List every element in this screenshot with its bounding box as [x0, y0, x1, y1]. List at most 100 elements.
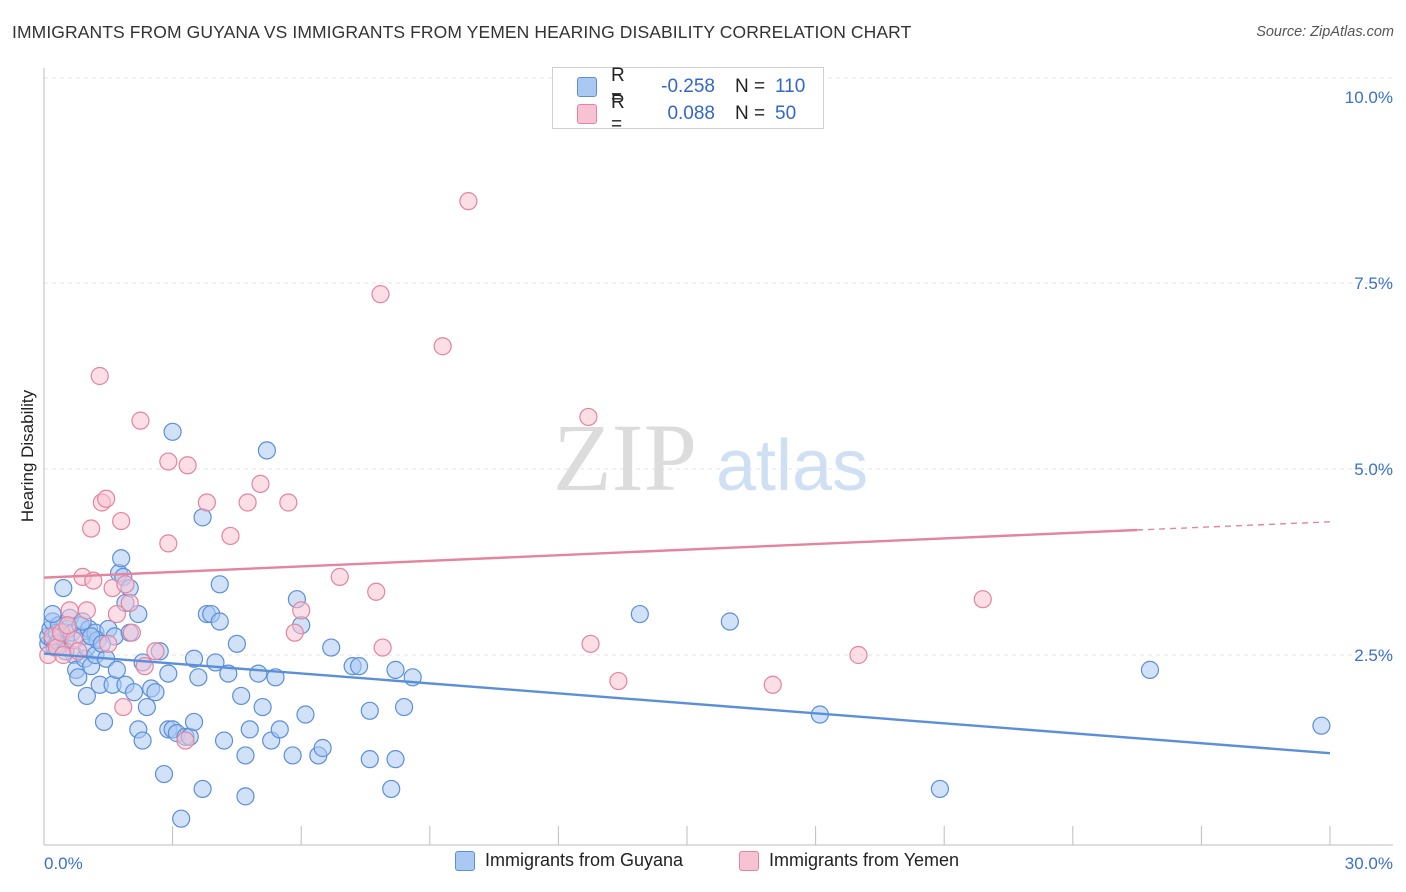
guyana-point [630, 604, 649, 624]
watermark: ZIP atlas [553, 404, 868, 511]
yemen-point [114, 697, 133, 717]
guyana-point [1140, 660, 1160, 679]
guyana-point [236, 746, 255, 765]
yemen-point [178, 456, 197, 475]
n-label: N = [735, 103, 766, 124]
yemen-swatch [577, 104, 597, 124]
guyana-point [54, 578, 73, 598]
legend-swatch-guyana [455, 850, 475, 871]
guyana-point [360, 750, 379, 769]
guyana-point [193, 779, 212, 799]
guyana-point [210, 612, 229, 631]
yemen-point [60, 601, 79, 620]
yemen-point [82, 519, 101, 538]
yemen-point [292, 601, 311, 620]
guyana-point [270, 720, 289, 739]
yemen-n-value: 50 [775, 103, 797, 124]
guyana-point [137, 697, 156, 717]
yemen-point [579, 407, 598, 427]
yemen-point [77, 601, 96, 620]
yemen-point [433, 337, 452, 356]
yemen-point [285, 623, 304, 642]
guyana-point [172, 809, 191, 828]
guyana-point [214, 731, 234, 750]
yemen-trend-extension [1137, 521, 1331, 531]
guyana-point [349, 657, 369, 676]
n-label: N = [735, 76, 766, 97]
guyana-swatch [577, 77, 597, 97]
guyana-point [189, 668, 208, 687]
guyana-point [232, 686, 251, 706]
yemen-point [763, 675, 782, 694]
yemen-point [176, 731, 195, 750]
guyana-point [236, 787, 255, 806]
yemen-point [581, 634, 600, 653]
guyana-point [1312, 716, 1331, 735]
r-label: R = [611, 92, 625, 135]
guyana-point [322, 638, 341, 657]
yemen-point [197, 493, 216, 512]
y-tick-label: 7.5% [1354, 274, 1393, 293]
guyana-point [386, 660, 405, 679]
guyana-point [930, 779, 950, 799]
y-tick-label: 10.0% [1345, 88, 1393, 107]
guyana-point [124, 683, 144, 702]
guyana-point [77, 686, 96, 706]
y-tick-label: 5.0% [1354, 460, 1393, 479]
yemen-point [120, 593, 139, 613]
y-tick-label: 2.5% [1354, 646, 1393, 665]
yemen-point [371, 285, 390, 304]
yemen-point [221, 526, 240, 546]
yemen-point [112, 511, 131, 531]
guyana-point [43, 604, 62, 624]
guyana-point [253, 697, 272, 717]
guyana-point [159, 664, 178, 683]
guyana-point [184, 649, 204, 668]
yemen-point [373, 638, 392, 657]
guyana-point [394, 697, 414, 717]
chart-title: IMMIGRANTS FROM GUYANA VS IMMIGRANTS FRO… [12, 22, 912, 42]
legend-item-yemen[interactable]: Immigrants from Yemen [739, 850, 959, 871]
series-yemen-points [39, 192, 992, 750]
yemen-point [238, 493, 257, 512]
yemen-point [58, 616, 77, 635]
legend-item-guyana[interactable]: Immigrants from Guyana [455, 850, 683, 871]
guyana-point [154, 764, 174, 784]
legend-swatch-yemen [739, 850, 759, 871]
stats-row-yemen: R = 0.088 N = 50 [577, 92, 797, 135]
guyana-point [249, 664, 268, 683]
yemen-point [90, 366, 109, 386]
guyana-point [133, 731, 152, 750]
guyana-point [257, 441, 277, 460]
guyana-point [210, 575, 229, 594]
guyana-point [94, 712, 114, 732]
guyana-point [266, 668, 285, 687]
yemen-point [367, 582, 386, 601]
x-tick-label-min: 0.0% [44, 854, 83, 873]
yemen-point [116, 575, 135, 594]
guyana-point [163, 422, 182, 441]
yemen-point [107, 604, 126, 624]
legend-label-guyana: Immigrants from Guyana [485, 850, 684, 870]
bottom-legend: Immigrants from Guyana Immigrants from Y… [0, 850, 1406, 880]
yemen-point [122, 623, 141, 642]
yemen-trend-line [43, 528, 1138, 579]
yemen-point [330, 567, 349, 586]
guyana-point [283, 746, 302, 765]
watermark-zip: ZIP [553, 404, 697, 511]
source-label: Source: ZipAtlas.com [1256, 24, 1394, 40]
stats-row-guyana: R = -0.258 N = 110 [577, 65, 805, 108]
guyana-point [219, 664, 238, 683]
guyana-point [720, 612, 739, 631]
guyana-point [112, 549, 131, 568]
yemen-point [146, 642, 165, 661]
guyana-point [107, 660, 126, 679]
yemen-point [159, 452, 178, 471]
watermark-atlas: atlas [716, 426, 868, 506]
yemen-point [99, 634, 118, 653]
yemen-point [973, 590, 992, 609]
guyana-point [382, 779, 401, 799]
guyana-point [296, 705, 315, 724]
yemen-point [159, 534, 178, 553]
trend-lines [43, 521, 1331, 755]
